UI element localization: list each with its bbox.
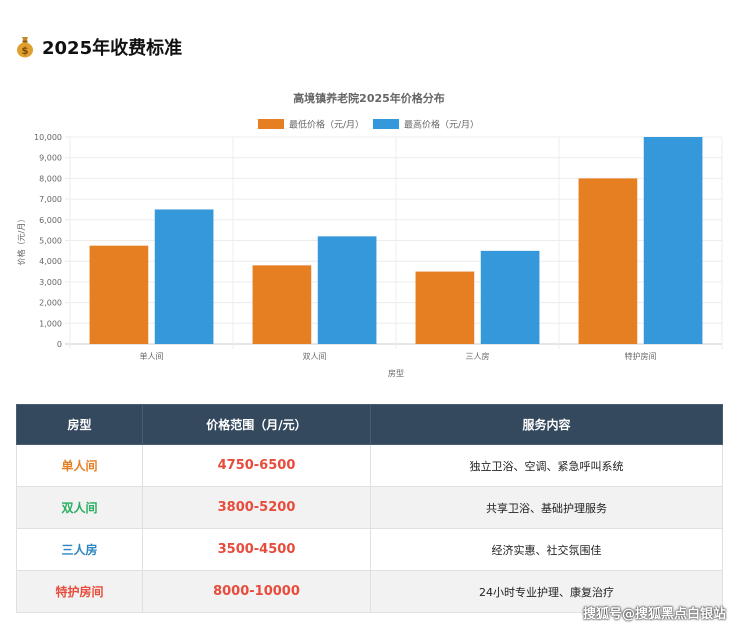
y-tick-label: 3,000: [39, 278, 62, 287]
bar-min-price: [89, 245, 149, 344]
table-row: 双人间 3800-5200 共享卫浴、基础护理服务: [16, 486, 723, 529]
chart-legend: 最低价格（元/月） 最高价格（元/月）: [258, 119, 479, 131]
table-row: 特护房间 8000-10000 24小时专业护理、康复治疗: [16, 570, 723, 613]
bar-min-price: [252, 265, 312, 344]
table-row: 单人间 4750-6500 独立卫浴、空调、紧急呼叫系统: [16, 444, 723, 487]
y-tick-label: 4,000: [39, 257, 62, 266]
price-cell: 3500-4500: [142, 528, 371, 571]
bar-max-price: [643, 137, 703, 344]
y-axis-label: 价格（元/月）: [16, 215, 26, 266]
y-axis-ticks: 0 1,000 2,000 3,000 4,000 5,000 6,000 7,000 8,00…: [34, 133, 62, 349]
x-axis-label: 房型: [388, 368, 404, 378]
bar-min-price: [415, 271, 475, 344]
chart-title: 高境镇养老院2025年价格分布: [293, 91, 445, 105]
y-tick-label: 10,000: [34, 133, 62, 142]
x-tick-label: 三人房: [466, 351, 490, 361]
x-tick-label: 特护房间: [625, 351, 657, 361]
price-cell: 3800-5200: [142, 486, 371, 529]
price-cell: 4750-6500: [142, 444, 371, 487]
header-services: 服务内容: [370, 404, 723, 445]
bar-max-price: [154, 209, 214, 344]
room-type-cell: 双人间: [16, 486, 143, 529]
service-cell: 共享卫浴、基础护理服务: [370, 486, 723, 529]
table-header-row: 房型 价格范围（月/元） 服务内容: [16, 404, 723, 445]
watermark: 搜狐号@搜狐黑点白银站: [582, 607, 726, 622]
legend-swatch-max: [373, 119, 399, 129]
service-cell: 独立卫浴、空调、紧急呼叫系统: [370, 444, 723, 487]
svg-text:$: $: [22, 46, 29, 57]
legend-swatch-min: [258, 119, 284, 129]
price-bar-chart: 高境镇养老院2025年价格分布 最低价格（元/月） 最高价格（元/月） 0 1,0…: [16, 91, 723, 378]
price-cell: 8000-10000: [142, 570, 371, 613]
x-axis-ticks: 单人间 双人间 三人房 特护房间: [140, 351, 657, 361]
bar-max-price: [480, 250, 540, 344]
legend-label-min: 最低价格（元/月）: [289, 119, 364, 131]
room-type-cell: 特护房间: [16, 570, 143, 613]
room-type-cell: 单人间: [16, 444, 143, 487]
y-tick-label: 5,000: [39, 237, 62, 246]
section-header: $ 2025年收费标准: [16, 34, 182, 60]
header-room-type: 房型: [16, 404, 143, 445]
room-type-cell: 三人房: [16, 528, 143, 571]
y-tick-label: 1,000: [39, 319, 62, 328]
table-row: 三人房 3500-4500 经济实惠、社交氛围佳: [16, 528, 723, 571]
price-table: 房型 价格范围（月/元） 服务内容 单人间 4750-6500 独立卫浴、空调、…: [16, 404, 723, 613]
y-tick-label: 7,000: [39, 195, 62, 204]
page-title: 2025年收费标准: [42, 38, 183, 59]
chart-bars: [89, 137, 703, 344]
legend-label-max: 最高价格（元/月）: [404, 119, 479, 131]
bar-max-price: [317, 236, 377, 344]
y-tick-label: 8,000: [39, 174, 62, 183]
y-tick-label: 2,000: [39, 299, 62, 308]
money-bag-icon: $: [17, 37, 33, 58]
header-price-range: 价格范围（月/元）: [142, 404, 371, 445]
y-tick-label: 6,000: [39, 216, 62, 225]
x-tick-label: 双人间: [303, 352, 327, 361]
y-tick-label: 0: [57, 340, 62, 349]
service-cell: 24小时专业护理、康复治疗: [370, 570, 723, 613]
service-cell: 经济实惠、社交氛围佳: [370, 528, 723, 571]
y-tick-label: 9,000: [39, 154, 62, 163]
x-tick-label: 单人间: [140, 351, 164, 361]
bar-min-price: [578, 178, 638, 344]
